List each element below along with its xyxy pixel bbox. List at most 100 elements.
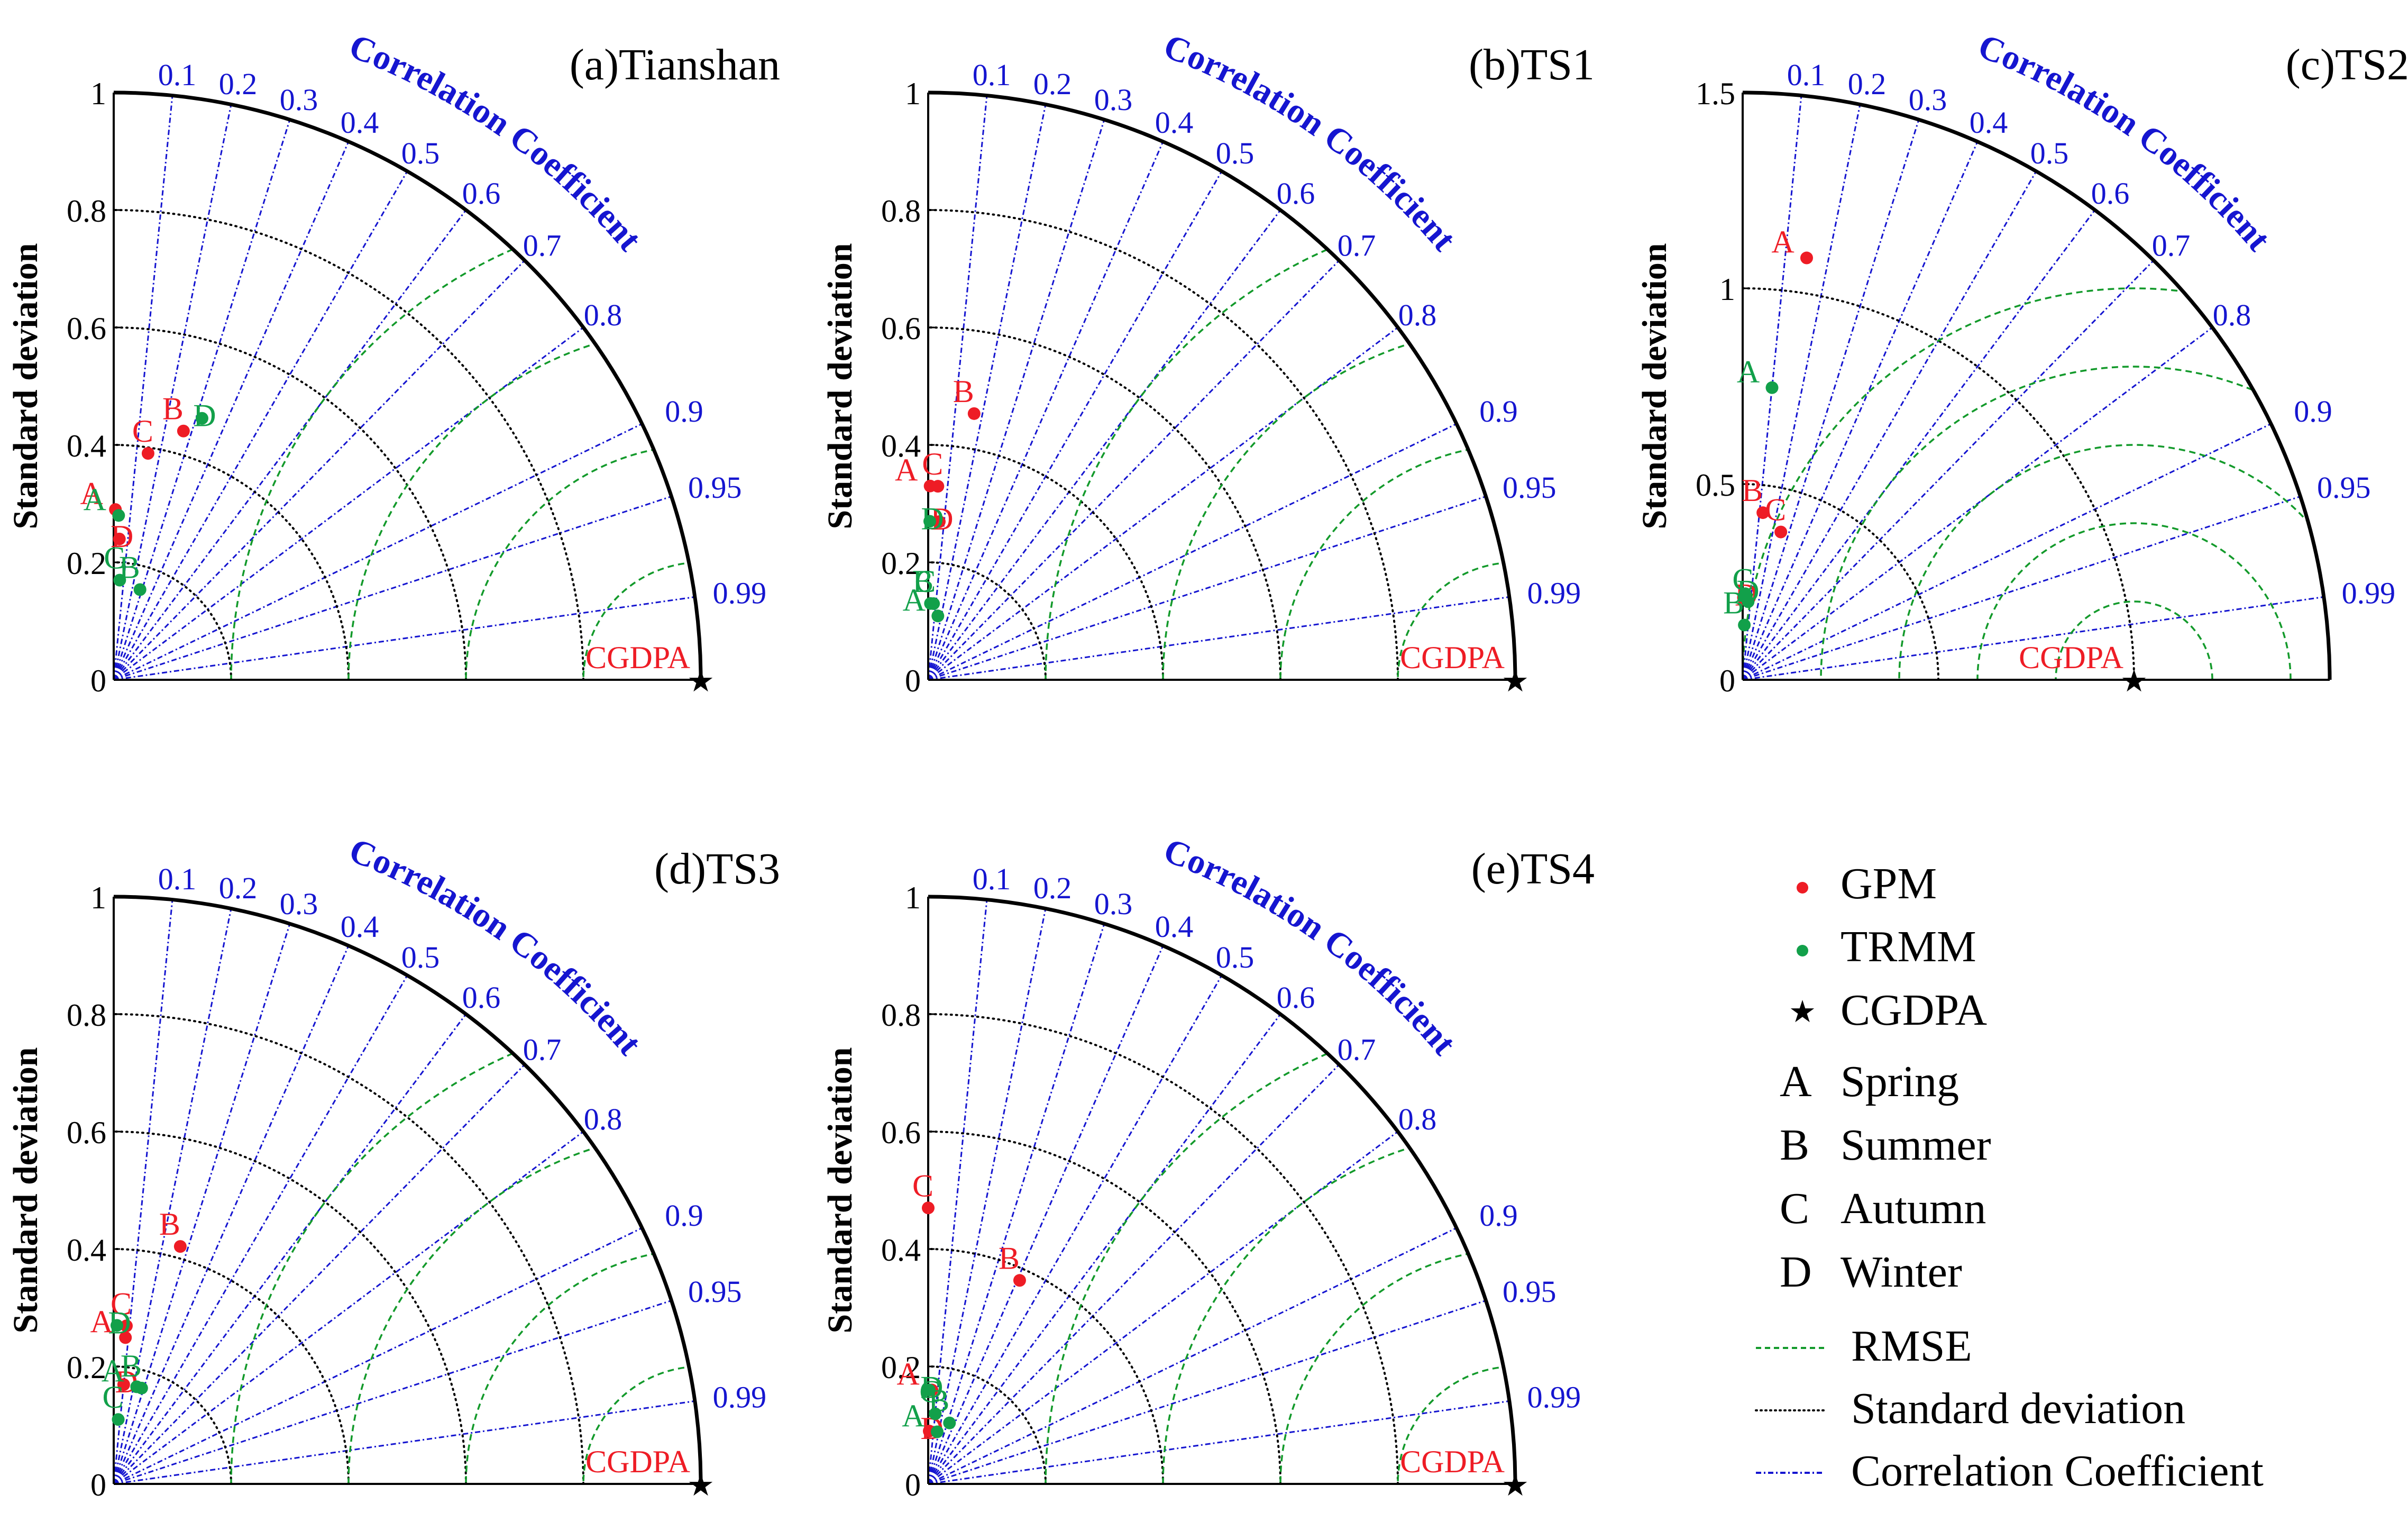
- gpm-point-label: D: [111, 519, 133, 554]
- y-tick-label: 0: [905, 663, 921, 698]
- legend-season-letter: B: [1780, 1120, 1809, 1170]
- panel-title: (a)Tianshan: [570, 40, 780, 89]
- rmse-arc: [582, 1365, 701, 1484]
- rmse-arc: [1743, 287, 2330, 680]
- trmm-point-label: A: [902, 1399, 924, 1434]
- correlation-tick-label: 0.95: [688, 1274, 742, 1309]
- correlation-tick-label: 0.3: [280, 83, 318, 117]
- correlation-line: [927, 945, 1164, 1484]
- gpm-point-label: B: [999, 1241, 1020, 1275]
- y-tick-label: 1.5: [1696, 76, 1735, 111]
- reference-label: CGDPA: [1400, 1444, 1505, 1479]
- std-arc: [113, 444, 350, 681]
- trmm-point-C: [112, 1413, 125, 1426]
- y-tick-label: 0.2: [67, 1350, 106, 1385]
- std-arc: [927, 561, 1047, 681]
- correlation-tick-label: 0.4: [341, 909, 379, 944]
- correlation-tick-label: 0.9: [2294, 394, 2332, 429]
- y-tick-label: 0: [1719, 663, 1735, 698]
- correlation-tick-label: 0.5: [2030, 136, 2069, 170]
- outer-arc: [113, 895, 703, 1484]
- correlation-tick-label: 0.9: [1479, 394, 1518, 429]
- std-arc: [927, 444, 1164, 681]
- correlation-tick-label: 0.4: [1970, 105, 2008, 140]
- y-tick-label: 0.6: [881, 1115, 921, 1150]
- gpm-point-label: C: [912, 1168, 933, 1203]
- reference-label: CGDPA: [585, 1444, 690, 1479]
- correlation-line: [113, 1131, 584, 1485]
- correlation-tick-label: 0.5: [401, 940, 440, 974]
- correlation-line: [113, 104, 232, 680]
- correlation-line: [1742, 119, 1920, 680]
- correlation-line: [928, 1400, 1510, 1485]
- y-tick-label: 0: [90, 663, 106, 698]
- y-tick-label: 1: [90, 880, 106, 915]
- y-tick-label: 0.4: [881, 429, 921, 463]
- trmm-point-label: D: [108, 1305, 131, 1340]
- std-arc: [113, 209, 584, 681]
- legend-star-icon: ★: [1789, 995, 1816, 1029]
- correlation-line: [1742, 596, 2324, 681]
- rmse-arcs: [1045, 209, 1515, 680]
- gpm-point-B: [177, 424, 190, 438]
- correlation-line: [1742, 423, 2272, 681]
- correlation-tick-label: 0.7: [1338, 1033, 1376, 1067]
- outer-arc: [928, 895, 1517, 1484]
- std-arc: [927, 209, 1399, 681]
- y-axis-label: Standard deviation: [821, 243, 859, 530]
- y-tick-label: 0.8: [881, 194, 921, 229]
- gpm-point-label: C: [132, 414, 153, 449]
- correlation-tick-label: 0.5: [401, 136, 440, 170]
- gpm-point-D: [117, 1378, 130, 1391]
- correlation-line: [1742, 260, 2155, 681]
- legend-gpm-marker: [1797, 882, 1808, 894]
- correlation-tick-label: 0.99: [1527, 1380, 1581, 1415]
- gpm-point-label: A: [895, 453, 918, 488]
- correlation-tick-label: 0.3: [1094, 887, 1133, 921]
- legend-rmse-label: RMSE: [1851, 1322, 1972, 1371]
- correlation-line: [927, 119, 1105, 680]
- correlation-tick-label: 0.95: [2317, 470, 2371, 505]
- correlation-tick-label: 0.1: [158, 58, 197, 92]
- correlation-tick-label: 0.1: [1787, 58, 1826, 92]
- correlation-line: [113, 596, 695, 681]
- gpm-point-C: [931, 480, 945, 493]
- gpm-point-label: A: [90, 1304, 113, 1339]
- correlation-tick-label: 0.99: [713, 1380, 767, 1415]
- correlation-line: [113, 945, 350, 1484]
- correlation-line: [927, 908, 1047, 1484]
- correlation-line: [1742, 170, 2037, 680]
- gpm-point-C: [922, 1201, 935, 1215]
- legend-trmm-label: TRMM: [1841, 922, 1976, 971]
- gpm-point-label: A: [80, 476, 103, 511]
- rmse-arc: [582, 561, 701, 680]
- legend: GPM TRMM ★ CGDPA A Spring B Summer C Aut…: [1755, 859, 2264, 1496]
- reference-star-icon: ★: [1501, 664, 1529, 698]
- correlation-line: [927, 141, 1164, 680]
- y-axis-label: Standard deviation: [821, 1047, 859, 1334]
- legend-season-label: Summer: [1841, 1120, 1991, 1170]
- correlation-line: [928, 495, 1486, 681]
- correlation-tick-label: 0.99: [1527, 576, 1581, 610]
- gpm-point-label: B: [159, 1207, 180, 1242]
- reference-label: CGDPA: [1400, 640, 1505, 675]
- correlation-line: [1742, 104, 1861, 680]
- trmm-point-D: [110, 1319, 123, 1332]
- trmm-point-A: [931, 609, 945, 623]
- trmm-point-A: [112, 509, 125, 522]
- trmm-point-A: [930, 1425, 944, 1438]
- correlation-line: [113, 1064, 526, 1485]
- gpm-point-B: [1013, 1274, 1026, 1287]
- legend-trmm-marker: [1797, 945, 1808, 956]
- std-arc: [927, 1248, 1164, 1485]
- gpm-point-label: B: [162, 391, 184, 426]
- correlation-tick-label: 0.2: [219, 871, 258, 905]
- gpm-point-label: B: [953, 374, 974, 409]
- y-tick-label: 0.5: [1696, 468, 1735, 503]
- correlation-tick-label: 0.7: [523, 1033, 562, 1067]
- correlation-tick-label: 0.3: [1909, 83, 1947, 117]
- trmm-point-label: A: [102, 1353, 124, 1388]
- trmm-point-D: [1738, 587, 1752, 600]
